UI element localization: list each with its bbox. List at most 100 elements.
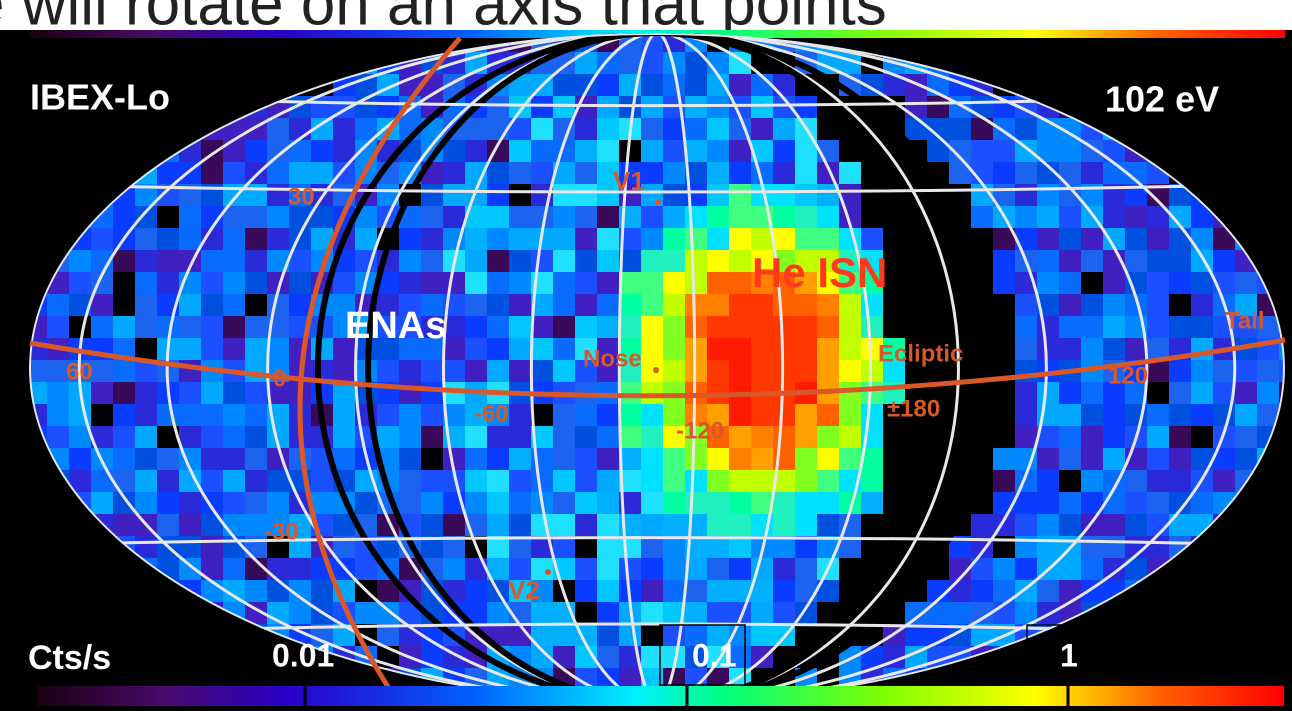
map-pixel xyxy=(553,74,575,96)
map-pixel xyxy=(619,316,641,338)
map-pixel xyxy=(267,470,289,492)
map-pixel xyxy=(883,228,905,250)
colorbar-label: 0.01 xyxy=(272,637,334,673)
map-pixel xyxy=(1081,250,1103,272)
map-pixel xyxy=(1191,294,1213,316)
map-pixel xyxy=(509,250,531,272)
map-pixel xyxy=(69,448,91,470)
map-pixel xyxy=(905,426,927,448)
map-pixel xyxy=(223,558,245,580)
map-pixel xyxy=(663,382,685,404)
map-pixel xyxy=(1235,360,1257,382)
map-pixel xyxy=(883,426,905,448)
map-pixel xyxy=(531,250,553,272)
map-pixel xyxy=(707,96,729,118)
map-pixel xyxy=(47,426,69,448)
map-pixel xyxy=(839,426,861,448)
map-pixel xyxy=(773,294,795,316)
map-pixel xyxy=(751,294,773,316)
map-pixel xyxy=(883,448,905,470)
map-pixel xyxy=(1059,316,1081,338)
map-pixel xyxy=(663,140,685,162)
map-pixel xyxy=(289,558,311,580)
map-pixel xyxy=(707,228,729,250)
map-pixel xyxy=(443,514,465,536)
map-pixel xyxy=(355,492,377,514)
map-pixel xyxy=(1059,228,1081,250)
map-pixel xyxy=(245,470,267,492)
map-pixel xyxy=(1081,272,1103,294)
map-pixel xyxy=(575,294,597,316)
map-pixel xyxy=(641,514,663,536)
map-pixel xyxy=(157,514,179,536)
map-pixel xyxy=(817,514,839,536)
map-pixel xyxy=(531,514,553,536)
map-pixel xyxy=(1125,250,1147,272)
map-pixel xyxy=(575,316,597,338)
map-pixel xyxy=(1257,360,1279,382)
map-pixel xyxy=(487,162,509,184)
map-pixel xyxy=(421,206,443,228)
map-pixel xyxy=(1213,250,1235,272)
map-pixel xyxy=(575,162,597,184)
map-pixel xyxy=(421,250,443,272)
map-pixel xyxy=(531,338,553,360)
map-pixel xyxy=(355,558,377,580)
map-pixel xyxy=(1191,382,1213,404)
map-pixel xyxy=(245,140,267,162)
map-pixel xyxy=(201,250,223,272)
map-pixel xyxy=(993,272,1015,294)
map-pixel xyxy=(751,448,773,470)
map-pixel xyxy=(795,404,817,426)
map-pixel xyxy=(575,558,597,580)
map-pixel xyxy=(1235,448,1257,470)
map-pixel xyxy=(399,250,421,272)
map-pixel xyxy=(421,404,443,426)
map-pixel xyxy=(487,426,509,448)
map-pixel xyxy=(839,294,861,316)
map-pixel xyxy=(1103,316,1125,338)
map-pixel xyxy=(1081,316,1103,338)
map-pixel xyxy=(1103,338,1125,360)
map-pixel xyxy=(1169,294,1191,316)
map-pixel xyxy=(1081,382,1103,404)
energy-label: 102 eV xyxy=(1105,79,1219,120)
map-pixel xyxy=(223,426,245,448)
map-pixel xyxy=(1147,250,1169,272)
map-pixel xyxy=(839,580,861,602)
map-pixel xyxy=(597,558,619,580)
map-pixel xyxy=(1059,140,1081,162)
map-pixel xyxy=(553,250,575,272)
map-pixel xyxy=(751,96,773,118)
map-pixel xyxy=(641,580,663,602)
map-pixel xyxy=(1147,294,1169,316)
map-pixel xyxy=(861,492,883,514)
map-pixel xyxy=(993,448,1015,470)
map-pixel xyxy=(1037,448,1059,470)
map-pixel xyxy=(399,404,421,426)
map-pixel xyxy=(1103,272,1125,294)
map-pixel xyxy=(487,360,509,382)
map-pixel xyxy=(245,426,267,448)
map-pixel xyxy=(1103,294,1125,316)
map-pixel xyxy=(113,448,135,470)
map-pixel xyxy=(1015,316,1037,338)
map-pixel xyxy=(1015,558,1037,580)
map-pixel xyxy=(1257,382,1279,404)
map-pixel xyxy=(1059,272,1081,294)
map-pixel xyxy=(707,514,729,536)
map-pixel xyxy=(47,316,69,338)
map-pixel xyxy=(553,624,575,646)
map-pixel xyxy=(553,272,575,294)
map-pixel xyxy=(333,426,355,448)
map-pixel xyxy=(619,536,641,558)
map-pixel xyxy=(1081,536,1103,558)
map-pixel xyxy=(531,602,553,624)
map-pixel xyxy=(179,536,201,558)
map-pixel xyxy=(1081,470,1103,492)
map-pixel xyxy=(399,360,421,382)
map-pixel xyxy=(839,558,861,580)
map-pixel xyxy=(531,96,553,118)
map-pixel xyxy=(311,580,333,602)
map-pixel xyxy=(817,338,839,360)
